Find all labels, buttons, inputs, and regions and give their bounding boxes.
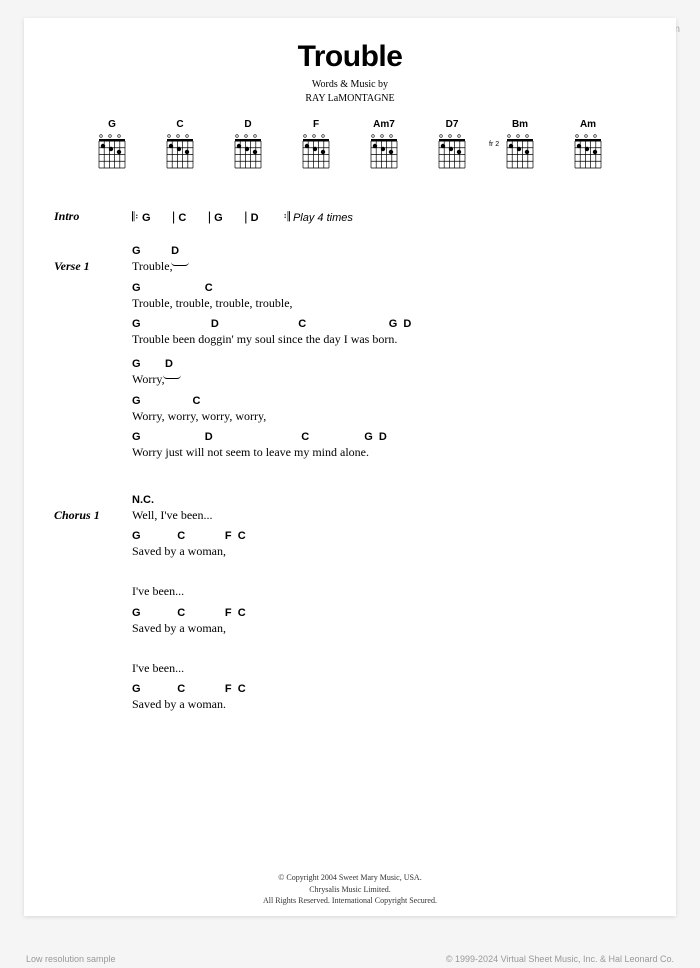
copyright-line: © Copyright 2004 Sweet Mary Music, USA. bbox=[278, 873, 421, 882]
lyric-line-pair: G CWorry, worry, worry, worry, bbox=[132, 395, 646, 423]
lyric-line-pair: I've been... bbox=[132, 647, 646, 675]
lyric-line-pair: G C F CSaved by a woman, bbox=[132, 530, 646, 558]
section-label-chorus1: Chorus 1 bbox=[54, 494, 132, 720]
lyric-line: Worry, bbox=[132, 372, 646, 386]
section-label-intro: Intro bbox=[54, 209, 132, 225]
lyric-line-pair: G C F CSaved by a woman. bbox=[132, 683, 646, 711]
lyric-line-pair: G D C G DWorry just will not seem to lea… bbox=[132, 431, 646, 459]
lyric-line-pair: G CTrouble, trouble, trouble, trouble, bbox=[132, 282, 646, 310]
chord-diagram: Bmfr 2 bbox=[500, 119, 540, 177]
chord-line: G D C G D bbox=[132, 431, 646, 445]
chord-line: G C F C bbox=[132, 683, 646, 697]
chord-diagram: F bbox=[296, 119, 336, 177]
chord-line: G D bbox=[132, 358, 646, 372]
chord-diagram: G bbox=[92, 119, 132, 177]
lyric-line-pair: G DWorry, bbox=[132, 358, 646, 386]
chord-line: G C F C bbox=[132, 607, 646, 621]
copyright-line: Chrysalis Music Limited. bbox=[309, 885, 391, 894]
copyright-line: All Rights Reserved. International Copyr… bbox=[263, 896, 437, 905]
lyric-line: Trouble, trouble, trouble, trouble, bbox=[132, 296, 646, 310]
lyric-line-pair: G C F CSaved by a woman, bbox=[132, 607, 646, 635]
lyric-line: Worry just will not seem to leave my min… bbox=[132, 445, 646, 459]
chord-diagram-row: GCDFAm7D7Bmfr 2Am bbox=[54, 119, 646, 177]
chorus1-body: N.C.Well, I've been...G C F CSaved by a … bbox=[132, 494, 646, 720]
chord-diagram: D7 bbox=[432, 119, 472, 177]
chord-diagram: D bbox=[228, 119, 268, 177]
song-title: Trouble bbox=[54, 40, 646, 74]
chord-diagram-name: D bbox=[244, 119, 251, 130]
chorus1-section: Chorus 1 N.C.Well, I've been...G C F CSa… bbox=[54, 494, 646, 720]
lyric-line-pair: N.C.Well, I've been... bbox=[132, 494, 646, 522]
chord-diagram-name: F bbox=[313, 119, 319, 130]
intro-body: 𝄆 G | C | G | D 𝄇 Play 4 times bbox=[132, 209, 646, 225]
sheet-page: Trouble Words & Music by RAY LaMONTAGNE … bbox=[24, 18, 676, 916]
intro-chord-line: 𝄆 G | C | G | D 𝄇 Play 4 times bbox=[132, 209, 646, 225]
tie-mark bbox=[163, 375, 181, 379]
lyric-line-pair: G D C G DTrouble been doggin' my soul si… bbox=[132, 318, 646, 346]
chord-diagram-name: Am bbox=[580, 119, 596, 130]
chord-line bbox=[132, 570, 646, 584]
lyric-line: I've been... bbox=[132, 661, 646, 675]
tie-mark bbox=[171, 262, 189, 266]
chord-diagram: Am7 bbox=[364, 119, 404, 177]
byline: Words & Music by RAY LaMONTAGNE bbox=[54, 78, 646, 105]
lyric-line: Saved by a woman, bbox=[132, 544, 646, 558]
lyric-line-pair: I've been... bbox=[132, 570, 646, 598]
footer-left: Low resolution sample bbox=[26, 954, 116, 964]
lyric-line: Trouble, bbox=[132, 259, 646, 273]
footer-right: © 1999-2024 Virtual Sheet Music, Inc. & … bbox=[446, 954, 674, 964]
lyric-line: Saved by a woman. bbox=[132, 697, 646, 711]
chord-line: G C F C bbox=[132, 530, 646, 544]
chord-line: G D C G D bbox=[132, 318, 646, 332]
fret-label: fr 2 bbox=[489, 141, 499, 148]
byline-composer: RAY LaMONTAGNE bbox=[305, 93, 394, 104]
lyric-line: Worry, worry, worry, worry, bbox=[132, 409, 646, 423]
chord-diagram-name: Am7 bbox=[373, 119, 395, 130]
chord-line bbox=[132, 647, 646, 661]
verse1-body: G DTrouble,G CTrouble, trouble, trouble,… bbox=[132, 245, 646, 467]
verse1-section: Verse 1 G DTrouble,G CTrouble, trouble, … bbox=[54, 245, 646, 467]
chord-diagram-name: C bbox=[176, 119, 183, 130]
chord-line: G C bbox=[132, 282, 646, 296]
chord-diagram: C bbox=[160, 119, 200, 177]
intro-section: Intro 𝄆 G | C | G | D 𝄇 Play 4 times bbox=[54, 209, 646, 225]
copyright-block: © Copyright 2004 Sweet Mary Music, USA. … bbox=[24, 872, 676, 906]
lyric-line: I've been... bbox=[132, 584, 646, 598]
lyric-line: Trouble been doggin' my soul since the d… bbox=[132, 332, 646, 346]
section-label-verse1: Verse 1 bbox=[54, 245, 132, 467]
chord-diagram-name: D7 bbox=[446, 119, 459, 130]
chord-diagram-name: G bbox=[108, 119, 116, 130]
lyric-line-pair: G DTrouble, bbox=[132, 245, 646, 273]
chord-diagram-name: Bm bbox=[512, 119, 528, 130]
chord-line: N.C. bbox=[132, 494, 646, 508]
lyric-line: Well, I've been... bbox=[132, 508, 646, 522]
byline-label: Words & Music by bbox=[312, 79, 388, 90]
chord-line: G D bbox=[132, 245, 646, 259]
chord-diagram: Am bbox=[568, 119, 608, 177]
lyric-line: Saved by a woman, bbox=[132, 621, 646, 635]
chord-line: G C bbox=[132, 395, 646, 409]
page-footer: Low resolution sample © 1999-2024 Virtua… bbox=[26, 954, 674, 964]
